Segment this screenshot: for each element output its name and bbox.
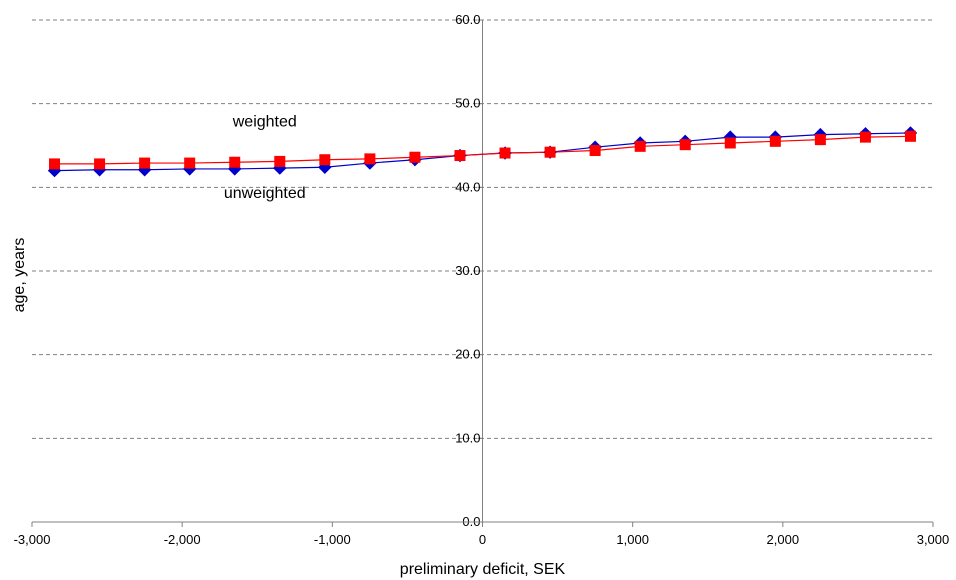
x-tick-label: 0 [479,532,486,547]
data-point-square [589,145,601,157]
y-tick-label: 60.0 [455,12,480,27]
y-tick-label: 40.0 [455,179,480,194]
y-tick-label: 30.0 [455,263,480,278]
annotation-weighted: weighted [232,113,297,130]
x-tick-label: -2,000 [164,532,201,547]
data-point-square [859,131,871,143]
data-point-square [544,146,556,158]
data-point-square [139,157,151,169]
data-point-square [724,137,736,149]
labels: preliminary deficit, SEK age, years weig… [11,113,566,578]
x-tick-label: -3,000 [14,532,51,547]
data-point-square [769,135,781,147]
x-tick-label: -1,000 [314,532,351,547]
data-point-square [274,155,286,167]
x-axis-title: preliminary deficit, SEK [400,561,566,578]
y-tick-label: 20.0 [455,347,480,362]
x-tick-label: 1,000 [616,532,649,547]
data-point-square [679,139,691,151]
data-point-square [634,140,646,152]
data-point-square [499,147,511,159]
x-tick-label: 3,000 [917,532,950,547]
series-line-1 [54,135,911,165]
axes: 0.010.020.030.040.050.060.0-3,000 -2,000-… [14,12,950,547]
y-tick-label: 10.0 [455,430,480,445]
series [47,126,918,178]
y-axis-title: age, years [11,238,28,313]
data-point-square [49,158,61,170]
annotation-unweighted: unweighted [224,185,306,202]
x-tick-label: 2,000 [767,532,800,547]
data-point-square [319,154,331,166]
data-point-square [904,130,916,142]
data-point-square [454,150,466,162]
data-point-square [364,153,376,165]
data-point-square [814,134,826,146]
data-point-square [94,158,106,170]
y-tick-label: 50.0 [455,96,480,111]
data-point-square [184,157,196,169]
data-point-square [229,156,241,168]
data-point-square [409,151,421,163]
